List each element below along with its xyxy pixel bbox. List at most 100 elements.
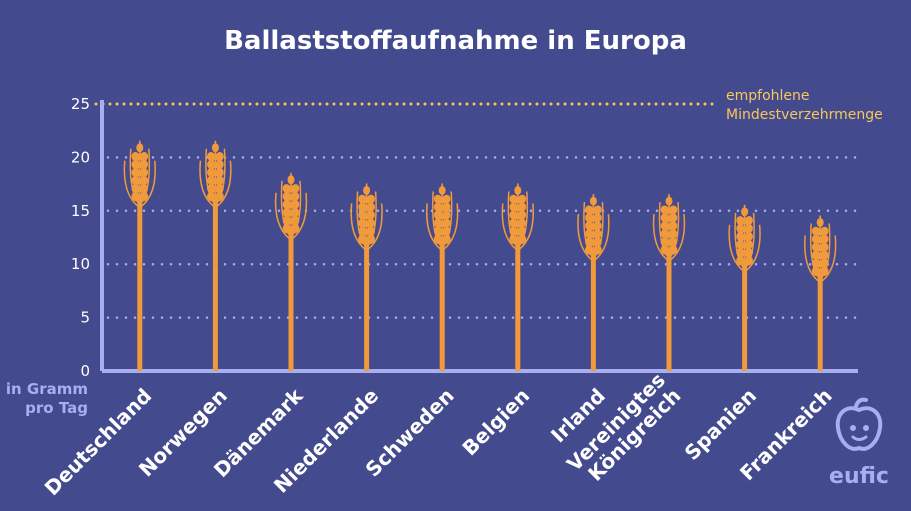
wheat-awn [744,212,755,270]
recommendation-label: empfohlene [726,88,810,104]
wheat-grain [668,213,678,223]
wheat-awn [441,191,453,248]
wheat-awn [205,148,216,206]
wheat-grain [811,226,821,237]
wheat-awn [214,148,226,206]
chart-title: Ballaststoffaufnahme in Europa [224,26,687,56]
wheat-awn [139,160,156,209]
wheat-grain [358,234,367,245]
wheat-grain [215,152,224,162]
bar-frankreich [804,215,837,371]
wheat-grain [517,226,527,237]
wheat-awn [366,203,383,252]
bar-niederlande [350,183,383,371]
wheat-awn [583,202,594,259]
wheat-grain [290,224,300,234]
wheat-grain [593,245,602,255]
recommendation-label: Mindestverzehrmenge [726,107,883,123]
wheat-awn [744,224,761,273]
wheat-grain [668,237,678,247]
wheat-grain [215,184,224,194]
wheat-grain [215,176,224,186]
bar-irland [577,194,610,371]
wheat-grain [736,240,745,250]
wheat-grain [660,229,670,239]
wheat-grain [131,192,141,202]
wheat-grain [509,226,519,237]
wheat-grain [509,234,519,245]
bar-norwegen [199,140,232,371]
wheat-grain [585,205,594,215]
wheat-grain [139,184,149,194]
wheat-grain [517,210,527,221]
wheat-grain [736,216,745,226]
wheat-grain [282,192,292,202]
wheat-grain [441,202,451,213]
wheat-awn [652,214,670,262]
wheat-grain [282,208,292,218]
wheat-grain [589,196,597,206]
wheat-awn [501,203,519,252]
wheat-grain [433,210,443,221]
wheat-grain [441,234,451,245]
wheat-awn [280,180,292,238]
wheat-grain [433,202,443,213]
wheat-grain [139,152,149,162]
wheat-grain [517,202,527,213]
wheat-grain [509,218,519,229]
wheat-grain [593,205,602,215]
wheat-grain [668,245,678,255]
wheat-awn [129,148,141,206]
wheat-grain [593,229,602,239]
bar-dänemark [274,172,308,371]
wheat-awn [658,202,670,259]
wheat-awn [123,160,141,209]
wheat-grain [819,258,829,269]
wheat-awn [819,223,831,281]
wheat-grain [736,232,745,242]
wheat-awn [441,203,459,252]
apple-face-icon [835,397,883,451]
wheat-grain [441,194,451,205]
y-tick-label: 20 [71,148,90,166]
wheat-awn [356,191,368,248]
wheat-grain [438,185,446,195]
wheat-grain [290,216,300,226]
wheat-grain [741,207,749,217]
wheat-grain [366,218,375,229]
wheat-grain [585,229,594,239]
wheat-grain [736,256,745,266]
wheat-awn [819,235,837,284]
wheat-awn [668,214,686,262]
wheat-grain [136,143,144,153]
wheat-grain [139,192,149,202]
wheat-grain [358,202,367,213]
wheat-grain [433,218,443,229]
wheat-awn [290,192,308,241]
wheat-awn [214,160,232,209]
wheat-grain [131,176,141,186]
wheat-grain [811,266,821,277]
wheat-grain [211,143,219,153]
wheat-grain [433,226,443,237]
unit-label: in Gramm [6,380,88,398]
wheat-grain [366,210,375,221]
wheat-grain [811,258,821,269]
wheat-grain [819,234,829,245]
wheat-grain [290,184,300,194]
wheat-grain [287,175,295,185]
wheat-grain [358,218,367,229]
wheat-grain [441,218,451,229]
wheat-grain [811,234,821,245]
wheat-grain [736,248,745,258]
wheat-grain [282,184,292,194]
wheat-grain [668,229,678,239]
wheat-grain [131,160,141,170]
wheat-awn [592,214,610,262]
wheat-grain [215,168,224,178]
wheat-awn [350,203,368,252]
wheat-grain [509,202,519,213]
wheat-grain [660,245,670,255]
wheat-grain [665,196,673,206]
wheat-grain [744,248,753,258]
